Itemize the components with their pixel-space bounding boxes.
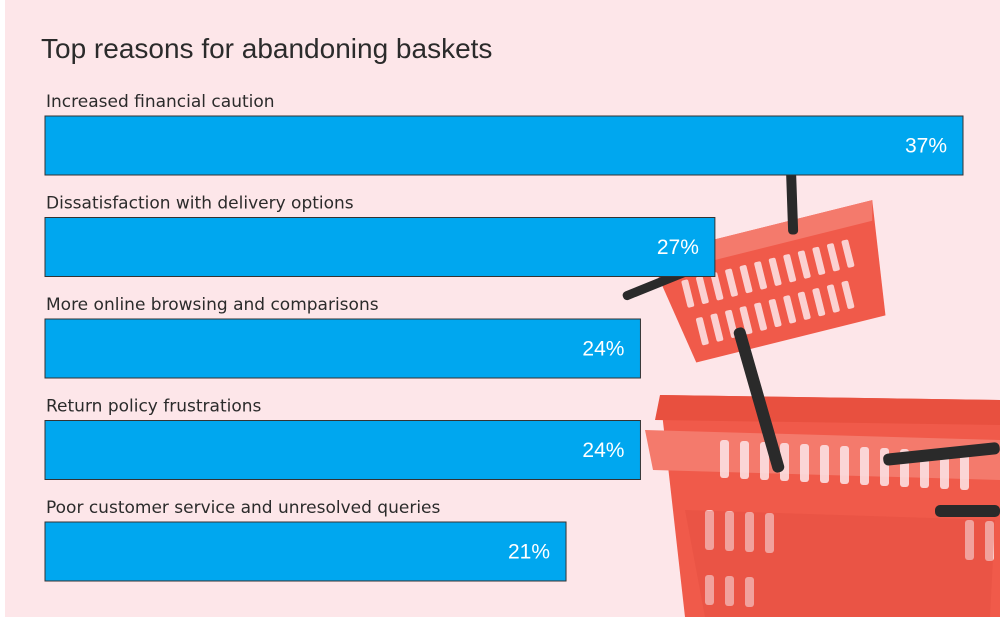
category-label: Dissatisfaction with delivery options: [46, 194, 354, 214]
category-label: Increased financial caution: [46, 92, 275, 112]
bar-chart: Top reasons for abandoning baskets Incre…: [41, 33, 964, 582]
large-basket: [645, 327, 1000, 617]
bar: [44, 420, 641, 480]
chart-canvas: Top reasons for abandoning baskets Incre…: [5, 0, 1000, 617]
value-label: 24%: [582, 439, 624, 462]
bar: [44, 217, 716, 277]
value-label: 37%: [905, 135, 947, 158]
bar: [44, 318, 641, 379]
bar: [44, 115, 964, 176]
value-label: 24%: [582, 338, 624, 361]
category-label: Return policy frustrations: [46, 397, 262, 417]
bars-layer: Increased financial caution 37% Dissatisfa…: [44, 92, 964, 582]
value-label: 21%: [508, 541, 550, 564]
category-label: More online browsing and comparisons: [46, 295, 379, 315]
category-label: Poor customer service and unresolved que…: [46, 498, 440, 518]
bar: [44, 521, 567, 582]
value-label: 27%: [657, 236, 699, 259]
chart-title: Top reasons for abandoning baskets: [41, 33, 492, 64]
